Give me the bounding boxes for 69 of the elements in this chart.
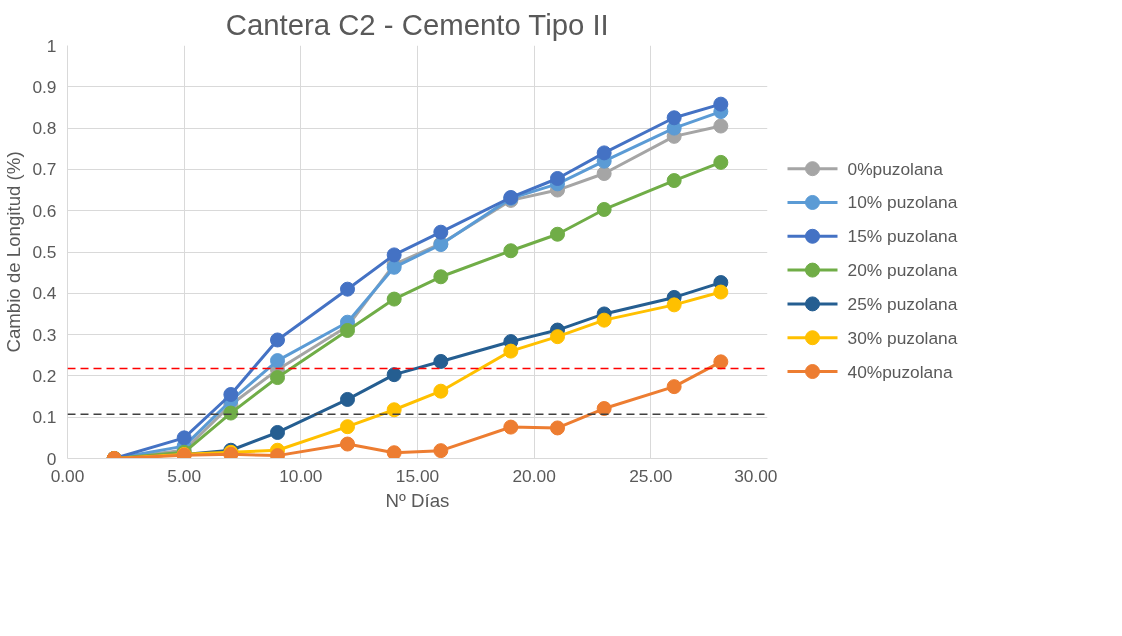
point (270, 353, 285, 369)
point (386, 291, 402, 307)
point (713, 354, 729, 370)
chart-title: Cantera C2 - Cemento Tipo II (225, 7, 609, 41)
point (223, 387, 239, 402)
legend-label: 10% puzolana (847, 192, 958, 213)
point (433, 353, 449, 369)
y-tick-label: 0.8 (32, 118, 57, 139)
legend-label: 30% puzolana (847, 327, 958, 348)
point (550, 329, 565, 345)
y-axis-title: Cambio de Longitud (%) (3, 151, 25, 353)
point (386, 402, 402, 418)
point (433, 224, 449, 240)
x-tick-label: 10.00 (279, 465, 323, 486)
point (550, 226, 565, 242)
legend-label: 15% puzolana (847, 226, 958, 247)
point (713, 96, 729, 112)
point (386, 445, 402, 459)
point (340, 419, 355, 435)
point (596, 145, 612, 161)
y-tick-label: 0.9 (32, 76, 57, 97)
point (713, 284, 729, 300)
point (386, 367, 402, 383)
y-tick-label: 0.5 (32, 242, 57, 262)
point (340, 281, 355, 297)
point (550, 171, 565, 186)
point (176, 430, 192, 446)
y-tick-label: 0.4 (32, 283, 57, 304)
point (340, 436, 355, 452)
legend-label: 25% puzolana (847, 293, 958, 314)
point (503, 419, 519, 435)
point (666, 173, 682, 189)
point (596, 312, 612, 328)
point (596, 166, 612, 182)
point (666, 379, 682, 395)
legend-label: 20% puzolana (847, 260, 958, 281)
y-tick-label: 0.1 (32, 407, 57, 428)
point (340, 322, 355, 338)
y-tick-label: 0.6 (32, 200, 57, 221)
point (666, 110, 682, 126)
x-tick-label: 15.00 (395, 465, 440, 486)
point (433, 383, 449, 399)
legend-label: 0%puzolana (847, 158, 944, 179)
y-tick-label: 0.2 (32, 365, 57, 386)
legend-label: 40%puzolana (847, 361, 953, 382)
y-tick-label: 1 (46, 35, 57, 56)
x-tick-label: 5.00 (167, 465, 202, 486)
y-tick-label: 0.7 (32, 159, 57, 180)
point (223, 405, 239, 421)
point (713, 118, 729, 134)
point (270, 370, 285, 386)
point (503, 343, 519, 359)
point (503, 243, 519, 259)
point (550, 420, 565, 436)
point (596, 401, 612, 417)
point (666, 297, 682, 313)
y-tick-label: 0.3 (32, 324, 57, 345)
x-tick-label: 25.00 (629, 465, 673, 486)
x-tick-label: 30.00 (734, 465, 778, 486)
x-tick-label: 20.00 (512, 465, 556, 486)
point (433, 269, 449, 285)
x-axis-title: Nº Días (385, 489, 450, 511)
point (270, 424, 285, 440)
point (340, 391, 355, 407)
point (596, 201, 612, 217)
point (386, 247, 402, 263)
point (433, 443, 449, 459)
point (270, 332, 285, 348)
point (713, 154, 729, 170)
